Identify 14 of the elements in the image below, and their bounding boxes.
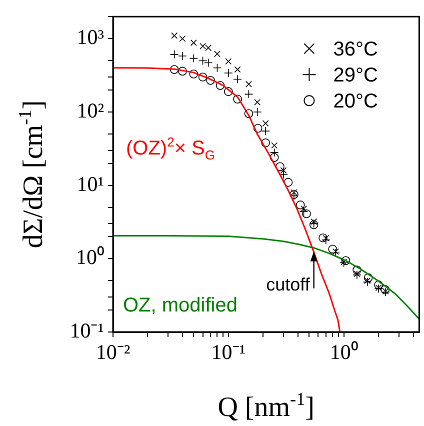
y-tick-label: 10¹ xyxy=(76,172,104,196)
text: OZ, modified xyxy=(123,294,238,317)
y-tick-label: 10⁻¹ xyxy=(70,318,104,343)
x-tick-label: 10⁻¹ xyxy=(211,340,246,364)
y-tick-label: 10² xyxy=(76,98,104,123)
y-tick-label: 10⁰ xyxy=(76,245,104,270)
legend-label: 36°C xyxy=(333,38,378,61)
legend-label: 20°C xyxy=(333,90,378,113)
x-tick-label: 10⁻² xyxy=(96,340,130,364)
y-tick-label: 10³ xyxy=(76,25,104,50)
legend-label: 29°C xyxy=(333,64,378,87)
x-tick-label: 10⁰ xyxy=(330,340,358,364)
annotation: cutoff xyxy=(266,274,311,294)
y-axis-title: dΣ/dΩ [cm-1] xyxy=(14,100,49,248)
